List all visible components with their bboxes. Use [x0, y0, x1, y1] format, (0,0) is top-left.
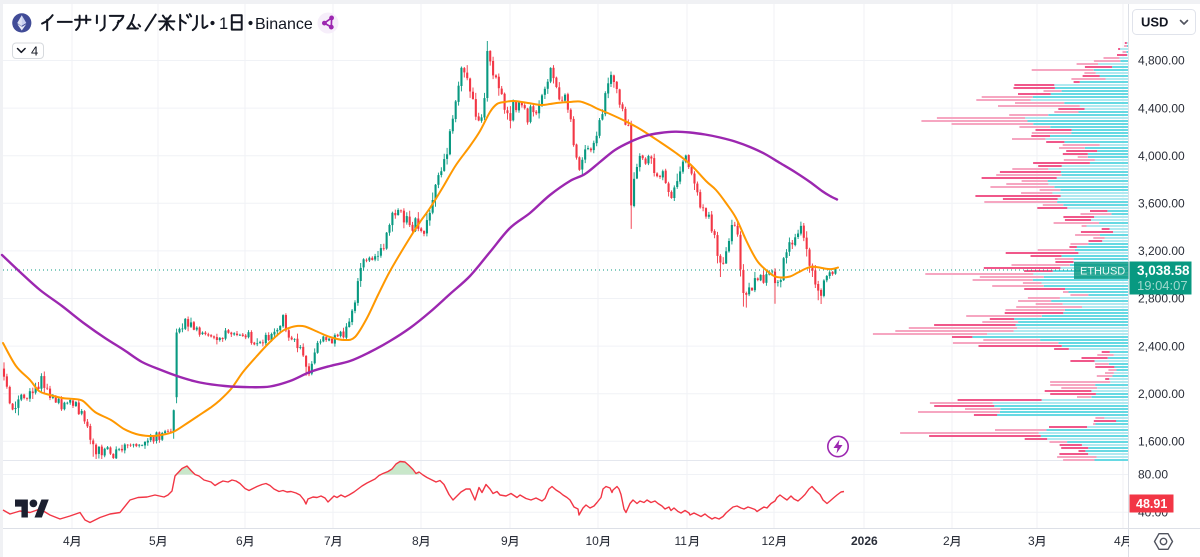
svg-text:2026: 2026 — [851, 534, 878, 548]
svg-text:USD: USD — [1141, 15, 1168, 30]
svg-text:4,800.00: 4,800.00 — [1138, 54, 1185, 68]
svg-text:7: 7 — [324, 534, 331, 548]
svg-text:12: 12 — [762, 534, 776, 548]
svg-text:2,400.00: 2,400.00 — [1138, 339, 1185, 353]
svg-text:11: 11 — [675, 534, 688, 548]
svg-text:4,400.00: 4,400.00 — [1138, 101, 1185, 115]
svg-text:9: 9 — [501, 534, 508, 548]
svg-text:4,000.00: 4,000.00 — [1138, 149, 1185, 163]
svg-text:4: 4 — [63, 534, 70, 548]
svg-text:80.00: 80.00 — [1138, 468, 1168, 482]
svg-text:8: 8 — [412, 534, 419, 548]
svg-text:3,600.00: 3,600.00 — [1138, 197, 1185, 211]
svg-text:2,000.00: 2,000.00 — [1138, 387, 1185, 401]
svg-text:6: 6 — [236, 534, 243, 548]
svg-text:4: 4 — [31, 44, 38, 59]
svg-text:1: 1 — [219, 15, 228, 33]
svg-text:2,800.00: 2,800.00 — [1138, 292, 1185, 306]
svg-text:ETHUSD: ETHUSD — [1080, 266, 1125, 278]
svg-text:3: 3 — [1028, 534, 1035, 548]
svg-text:10: 10 — [586, 534, 600, 548]
svg-text:1,600.00: 1,600.00 — [1138, 435, 1185, 449]
svg-text:2: 2 — [943, 534, 950, 548]
svg-text:5: 5 — [149, 534, 156, 548]
svg-text:19:04:07: 19:04:07 — [1137, 278, 1188, 293]
svg-text:3,200.00: 3,200.00 — [1138, 244, 1185, 258]
svg-text:48.91: 48.91 — [1136, 497, 1167, 511]
svg-text:Binance: Binance — [255, 16, 313, 33]
svg-text:3,038.58: 3,038.58 — [1137, 263, 1190, 278]
svg-text:4: 4 — [1114, 534, 1121, 548]
